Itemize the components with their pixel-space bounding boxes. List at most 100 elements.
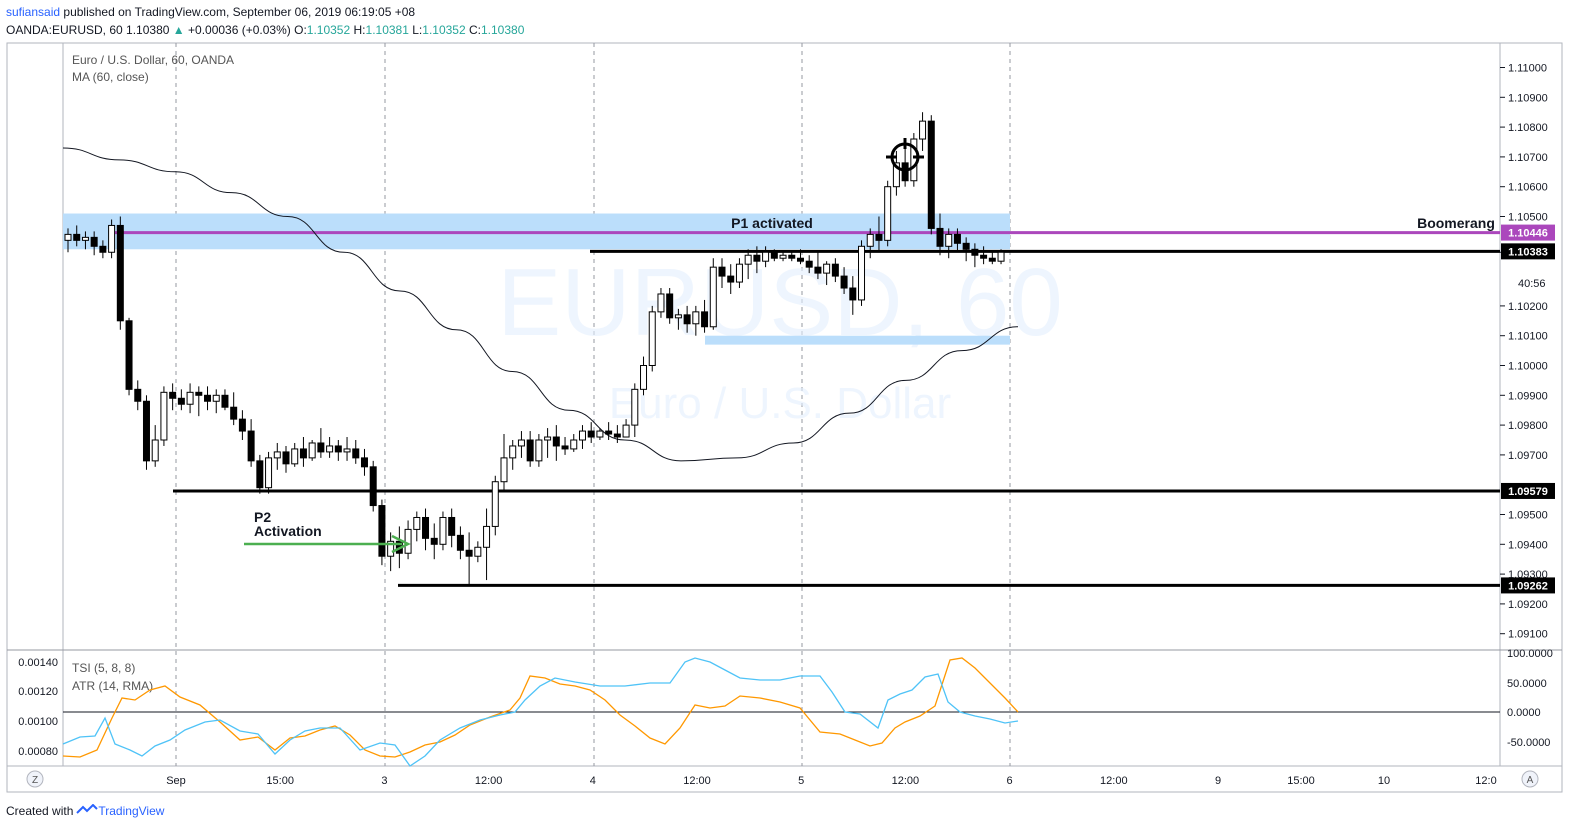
candle — [465, 549, 473, 557]
time-tick-label: 5 — [798, 775, 804, 787]
candle — [648, 311, 656, 366]
candle — [770, 251, 778, 259]
candle — [151, 439, 159, 462]
price-label-text: 1.10446 — [1508, 228, 1548, 240]
candle — [256, 460, 264, 489]
published-line: sufiansaid published on TradingView.com,… — [6, 5, 415, 19]
price-tick-label: 1.10600 — [1508, 182, 1548, 194]
candle — [884, 186, 892, 241]
candle — [352, 448, 360, 459]
o-label: O: — [294, 23, 307, 37]
time-axis[interactable]: Sep 15:00 3 12:00 4 12:00 5 12:00 6 12:00 9 15:00 10… — [166, 775, 1497, 787]
candle — [526, 439, 534, 462]
countdown: 40:56 — [1518, 278, 1546, 290]
candle — [90, 236, 98, 247]
time-tick-label: 3 — [381, 775, 387, 787]
candle — [866, 233, 874, 247]
candle — [517, 439, 525, 447]
price-label-text: 1.10383 — [1508, 246, 1548, 258]
candle — [823, 263, 831, 274]
time-tick-label: 9 — [1215, 775, 1221, 787]
zoom-button-label: Z — [32, 775, 38, 786]
candle — [343, 448, 351, 453]
candle — [892, 162, 900, 188]
l-label: L: — [412, 23, 423, 37]
price-tick-label: 1.10500 — [1508, 212, 1548, 224]
candle — [701, 311, 709, 328]
candle — [413, 516, 421, 530]
candle — [334, 445, 342, 453]
watermark-name: Euro / U.S. Dollar — [609, 379, 951, 428]
tsi-legend: TSI (5, 8, 8) — [72, 661, 135, 675]
candle — [99, 245, 107, 253]
candle — [640, 365, 648, 390]
price-tick-label: 1.09900 — [1508, 390, 1548, 402]
price-axis[interactable]: 1.11000 1.10900 1.10800 1.10700 1.10600 1.105… — [1500, 63, 1548, 641]
right-axis-tick: 100.0000 — [1507, 648, 1553, 660]
candle — [988, 257, 996, 262]
right-axis-tick: -50.0000 — [1507, 737, 1550, 749]
candle — [831, 263, 839, 277]
crosshair-target-icon — [886, 138, 924, 176]
time-tick-label: 4 — [590, 775, 596, 787]
candle — [544, 436, 552, 441]
candle — [692, 311, 700, 325]
candle — [169, 391, 177, 399]
time-tick-label: 6 — [1007, 775, 1013, 787]
candle — [657, 293, 665, 313]
tradingview-brand[interactable]: TradingView — [98, 804, 165, 818]
price-label-box — [1501, 482, 1555, 499]
price-label-text: 1.09262 — [1508, 580, 1548, 592]
candle — [631, 388, 639, 426]
candle — [814, 266, 822, 274]
session-lines — [175, 43, 1011, 766]
candle — [291, 448, 299, 465]
price-tick-label: 1.10800 — [1508, 122, 1548, 134]
auto-scale-button-label: A — [1527, 775, 1534, 786]
ohlc-line: OANDA:EURUSD, 60 1.10380 ▲ +0.00036 (+0.… — [6, 23, 524, 37]
candle — [491, 481, 499, 527]
price-tick-label: 1.11000 — [1508, 63, 1547, 75]
c-value: 1.10380 — [481, 23, 525, 37]
zoom-button[interactable]: Z — [26, 770, 44, 788]
time-tick-label: 15:00 — [1287, 775, 1315, 787]
atr-line — [62, 657, 1019, 758]
candle — [945, 233, 953, 247]
candle — [422, 516, 430, 539]
published-text: published on TradingView.com, September … — [63, 5, 416, 19]
candle — [666, 293, 674, 319]
candle — [273, 451, 281, 459]
p2-activation-label: Activation — [254, 523, 322, 539]
tradingview-logo-icon — [76, 803, 99, 819]
auto-scale-button[interactable]: A — [1521, 770, 1539, 788]
change-text: +0.00036 (+0.03%) — [188, 23, 291, 37]
price-tick-label: 1.09500 — [1508, 510, 1548, 522]
candle — [142, 400, 150, 462]
symbol-text: OANDA:EURUSD, 60 — [6, 23, 123, 37]
candle — [805, 260, 813, 268]
candle — [430, 537, 438, 545]
last-price: 1.10380 — [126, 23, 170, 37]
price-label-text: 1.09579 — [1508, 486, 1548, 498]
created-with-text: Created with — [6, 804, 74, 818]
candle — [448, 516, 456, 536]
candle — [683, 314, 691, 325]
candle — [238, 418, 246, 432]
price-tick-label: 1.09200 — [1508, 599, 1548, 611]
ma-legend: MA (60, close) — [72, 70, 149, 84]
price-tick-label: 1.10000 — [1508, 361, 1548, 373]
price-label-box — [1501, 243, 1555, 260]
price-label-box — [1501, 577, 1555, 594]
left-axis-tick: 0.00100 — [18, 716, 58, 728]
candle — [718, 266, 726, 277]
l-value: 1.10352 — [422, 23, 466, 37]
candle — [927, 120, 935, 229]
candle — [125, 320, 133, 390]
candle — [474, 546, 482, 557]
time-tick-label: 12:00 — [683, 775, 711, 787]
author-link[interactable]: sufiansaid — [6, 5, 61, 19]
candle — [997, 251, 1005, 262]
ma-line — [62, 147, 1019, 462]
candle — [221, 394, 229, 408]
